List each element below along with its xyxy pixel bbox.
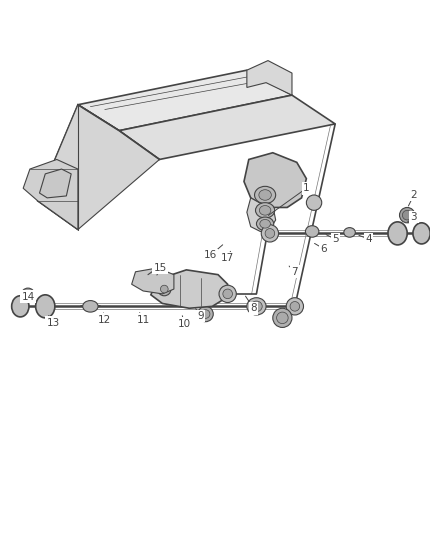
Text: 6: 6 [320, 244, 326, 254]
Text: 17: 17 [220, 253, 234, 263]
Ellipse shape [261, 225, 278, 242]
Ellipse shape [259, 206, 270, 215]
Ellipse shape [82, 301, 98, 312]
Ellipse shape [153, 266, 161, 274]
Ellipse shape [343, 228, 354, 237]
Text: 5: 5 [331, 234, 338, 244]
Ellipse shape [387, 222, 406, 245]
Text: 12: 12 [98, 315, 111, 325]
Ellipse shape [286, 298, 303, 315]
Text: 1: 1 [302, 183, 309, 193]
Ellipse shape [246, 298, 265, 315]
Text: 10: 10 [177, 319, 191, 329]
Text: 7: 7 [291, 267, 297, 277]
Text: 14: 14 [21, 292, 35, 302]
Polygon shape [38, 105, 119, 230]
Polygon shape [38, 105, 159, 230]
Text: 3: 3 [410, 212, 416, 222]
Polygon shape [78, 70, 291, 131]
Polygon shape [246, 61, 291, 95]
Ellipse shape [219, 285, 236, 303]
Text: 11: 11 [136, 315, 149, 325]
Polygon shape [246, 198, 275, 231]
Ellipse shape [306, 195, 321, 211]
Ellipse shape [259, 220, 270, 228]
Ellipse shape [198, 306, 213, 322]
Polygon shape [23, 159, 78, 230]
Text: 8: 8 [250, 303, 256, 313]
Ellipse shape [24, 291, 32, 298]
Ellipse shape [12, 296, 29, 317]
Ellipse shape [255, 203, 274, 218]
Ellipse shape [21, 288, 35, 302]
Ellipse shape [265, 229, 274, 238]
Text: 9: 9 [197, 311, 204, 321]
Polygon shape [151, 270, 227, 308]
Polygon shape [119, 95, 335, 159]
Ellipse shape [223, 289, 232, 298]
Text: 2: 2 [410, 190, 416, 200]
Polygon shape [39, 169, 71, 198]
Polygon shape [244, 153, 306, 207]
Ellipse shape [305, 225, 318, 237]
Ellipse shape [276, 312, 287, 324]
Ellipse shape [254, 187, 275, 204]
Text: 16: 16 [203, 251, 216, 261]
Ellipse shape [35, 295, 55, 318]
Ellipse shape [402, 211, 411, 220]
Ellipse shape [160, 285, 168, 293]
Text: 4: 4 [364, 234, 371, 244]
Polygon shape [131, 268, 173, 294]
Text: 15: 15 [153, 263, 167, 273]
Text: 13: 13 [46, 318, 60, 328]
Ellipse shape [399, 207, 414, 223]
Ellipse shape [201, 310, 209, 318]
Ellipse shape [157, 282, 171, 296]
Ellipse shape [272, 308, 291, 327]
Ellipse shape [290, 302, 299, 311]
Ellipse shape [258, 190, 271, 200]
Ellipse shape [250, 301, 261, 312]
Ellipse shape [256, 217, 273, 230]
Ellipse shape [412, 223, 429, 244]
